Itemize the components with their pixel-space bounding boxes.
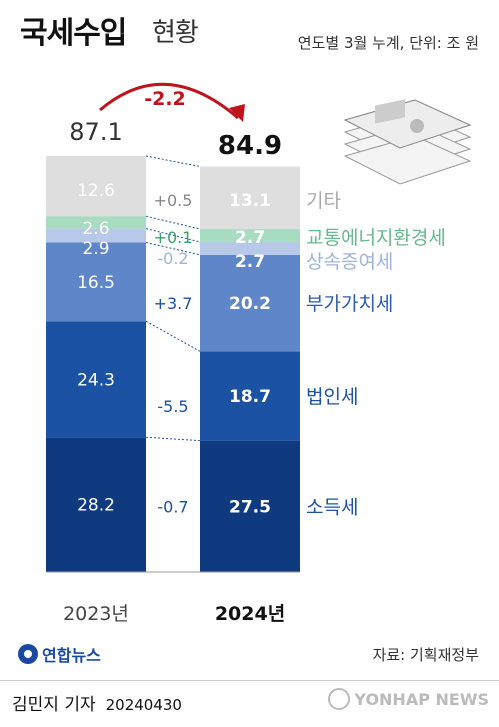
gap-column (146, 156, 200, 572)
legend-label: 부가가치세 (306, 293, 393, 315)
change-label: -5.5 (157, 397, 188, 416)
bar-value-label: 24.3 (77, 370, 115, 390)
money-stack-icon (343, 99, 472, 185)
logo-icon (18, 644, 38, 664)
unit-label: 연도별 3월 누계, 단위: 조 원 (297, 34, 479, 52)
bar-value-label: 20.2 (229, 294, 271, 314)
bar-value-label: 16.5 (77, 273, 115, 293)
change-label: +3.7 (154, 294, 193, 313)
legend-label: 소득세 (306, 496, 358, 518)
bar-segment (200, 254, 300, 352)
connector-line (145, 215, 201, 230)
byline: 김민지 기자 20240430 (12, 690, 182, 715)
change-label: +0.1 (154, 228, 193, 247)
bar-segment (200, 440, 300, 572)
connector-line (145, 436, 201, 442)
bar-value-label: 18.7 (229, 387, 271, 407)
legend-label: 기타 (306, 190, 341, 212)
bar-value-label: 2.7 (235, 228, 265, 248)
watermark-text: YONHAP NEWS (354, 689, 489, 709)
bar-value-label: 2.9 (82, 239, 109, 259)
publish-date: 20240430 (105, 696, 182, 714)
watermark: YONHAP NEWS (328, 688, 489, 710)
bar-segment (46, 242, 146, 322)
bar-segment (46, 321, 146, 438)
change-label: +0.5 (154, 191, 193, 210)
stacked-bar-chart: 28.2 24.3 16.5 2.92.6 12.6 27.5 18.7 20.2 2.7 2.7… (46, 82, 472, 625)
chart-subtitle: 현황 (152, 18, 199, 48)
reporter-name: 김민지 기자 (12, 695, 96, 715)
bar-value-label: 2.7 (235, 252, 265, 272)
bar-value-label: 13.1 (229, 191, 271, 211)
bar-value-label: 12.6 (77, 181, 115, 201)
bar-value-label: 28.2 (77, 496, 115, 516)
legend-label: 법인세 (306, 386, 358, 408)
total-2024: 84.9 (218, 131, 282, 161)
bar-segment (200, 241, 300, 255)
legend-label: 상속증여세 (306, 251, 393, 273)
category-label-2024: 2024년 (215, 603, 285, 625)
connector-line (145, 155, 201, 167)
change-arrow (99, 82, 239, 120)
connector-line (145, 228, 201, 243)
category-label-2023: 2023년 (63, 603, 129, 625)
change-label: -0.2 (157, 249, 188, 268)
bar-segment (46, 156, 146, 217)
chart-title: 국세수입 (20, 16, 127, 51)
bar-value-label: 2.6 (82, 219, 109, 239)
arrow-head-icon (229, 104, 245, 122)
watermark-icon (328, 688, 351, 710)
yonhap-logo: 연합뉴스 (18, 642, 101, 666)
legend-label: 교통에너지환경세 (306, 227, 446, 249)
bar-segment (200, 229, 300, 242)
source-label: 자료: 기획재정부 (372, 646, 479, 664)
total-change-label: -2.2 (144, 88, 186, 110)
change-label: -0.7 (157, 497, 188, 516)
bar-segment (200, 166, 300, 230)
footer-divider (0, 680, 499, 681)
bar-segment (46, 228, 146, 243)
logo-text: 연합뉴스 (42, 646, 101, 665)
connector-line (145, 241, 201, 256)
total-2023: 87.1 (69, 118, 122, 146)
bar-segment (46, 437, 146, 572)
bar-segment (200, 351, 300, 441)
bar-segment (46, 216, 146, 229)
bar-value-label: 27.5 (229, 497, 271, 517)
